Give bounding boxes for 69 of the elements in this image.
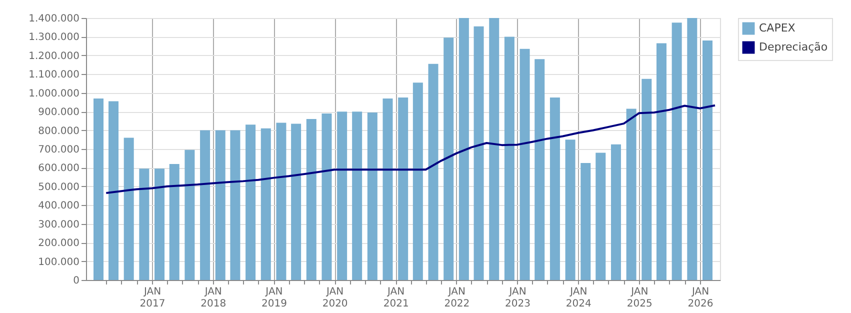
- x-tick-label: JAN 2018: [200, 286, 226, 310]
- x-tick-label: JAN 2017: [140, 286, 166, 310]
- bar: [520, 48, 530, 280]
- bar: [291, 124, 302, 280]
- bar: [550, 98, 560, 280]
- bar: [642, 78, 652, 280]
- bar: [367, 112, 378, 280]
- bar: [626, 108, 636, 280]
- bar: [154, 168, 165, 280]
- legend-label: Depreciação: [759, 40, 828, 54]
- bar: [444, 38, 454, 280]
- y-tick-label: 1.400.000: [28, 14, 80, 24]
- bar: [398, 98, 408, 280]
- x-tick-label: JAN 2019: [261, 286, 287, 310]
- y-tick-label: 500.000: [38, 182, 80, 193]
- bar: [108, 101, 119, 280]
- bar: [474, 26, 484, 280]
- x-tick-label: JAN 2021: [383, 286, 409, 310]
- y-tick-label: 600.000: [38, 163, 80, 174]
- bar: [504, 36, 514, 280]
- bar: [412, 82, 423, 280]
- line-series: [105, 104, 716, 194]
- y-tick-label: 200.000: [38, 238, 80, 250]
- y-tick-label: 1.200.000: [28, 50, 80, 62]
- bar: [428, 64, 438, 280]
- bar: [702, 40, 712, 280]
- bar: [124, 138, 134, 280]
- bar: [352, 112, 362, 280]
- bar: [596, 152, 606, 280]
- legend-label: CAPEX: [759, 22, 796, 34]
- y-tick-label: 1.100.000: [28, 70, 80, 81]
- bar: [687, 18, 698, 280]
- x-tick-label: JAN 2022: [444, 286, 470, 310]
- y-tick-label: 1.300.000: [28, 32, 80, 44]
- bar: [337, 112, 348, 280]
- y-tick-label: 100.000: [38, 256, 80, 268]
- bar: [215, 130, 226, 280]
- y-tick-label: 0: [73, 276, 80, 286]
- y-tick-label: 1.000.000: [28, 88, 80, 100]
- bar: [610, 144, 621, 280]
- y-tick-label: 300.000: [38, 219, 80, 230]
- x-tick-label: JAN 2020: [322, 286, 348, 310]
- bar: [200, 130, 210, 280]
- bar: [534, 59, 545, 280]
- bar: [458, 18, 469, 280]
- bar: [306, 119, 316, 280]
- bar: [230, 130, 240, 280]
- bar: [246, 124, 256, 280]
- bar: [184, 150, 195, 280]
- bar: [672, 22, 682, 280]
- y-tick-label: 700.000: [38, 144, 80, 156]
- x-tick-label: JAN 2026: [688, 286, 714, 310]
- x-tick-label: JAN 2024: [566, 286, 592, 310]
- bar: [139, 168, 150, 280]
- bar: [169, 164, 180, 280]
- bar: [565, 140, 576, 280]
- bar: [580, 163, 591, 280]
- bar: [656, 43, 666, 280]
- y-tick-label: 900.000: [38, 107, 80, 118]
- bar: [260, 128, 271, 280]
- bar: [489, 18, 500, 280]
- bar: [276, 122, 286, 280]
- y-tick-label: 400.000: [38, 200, 80, 212]
- x-tick-label: JAN 2025: [626, 286, 652, 310]
- x-tick-label: JAN 2023: [505, 286, 531, 310]
- y-tick-label: 800.000: [38, 126, 80, 137]
- bar: [382, 98, 393, 280]
- bar: [322, 113, 332, 280]
- bar: [94, 98, 104, 280]
